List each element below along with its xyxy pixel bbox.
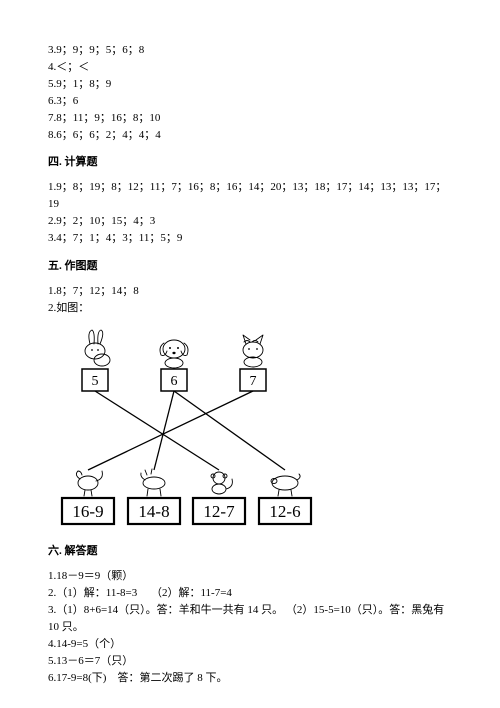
bottom-expr-2: 14-8 (138, 502, 169, 521)
rooster-icon (76, 471, 102, 496)
section-6-block: 1.18－9＝9（颗） 2.（1）解：11-8=3 （2）解：11-7=4 3.… (48, 568, 448, 687)
answer-line: 2.（1）解：11-8=3 （2）解：11-7=4 (48, 585, 448, 602)
matching-diagram: 5 6 7 16-9 14-8 12-7 (48, 323, 448, 533)
answer-line: 6.17-9=8(下) 答：第二次踢了 8 下。 (48, 670, 448, 687)
bottom-expr-3: 12-7 (203, 502, 235, 521)
section-5-block: 1.8；7；12；14；8 2.如图： (48, 283, 448, 317)
monkey-icon (211, 472, 232, 494)
answer-line: 4.14-9=5（个） (48, 636, 448, 653)
section-4-block: 1.9；8；19；8；12；11；7；16；8；16；14；20；13；18；1… (48, 179, 448, 247)
answer-line: 5.13－6＝7（只） (48, 653, 448, 670)
top-num-2: 6 (171, 374, 178, 389)
answer-line: 4.＜；＜ (48, 59, 448, 76)
section-6-heading: 六. 解答题 (48, 543, 448, 560)
answer-line: 6.3；6 (48, 93, 448, 110)
pig-icon (271, 474, 300, 496)
answer-line: 3.4；7；1；4；3；11；5；9 (48, 230, 448, 247)
goat-icon (141, 469, 165, 496)
answer-line: 2.9；2；10；15；4；3 (48, 213, 448, 230)
intro-block: 3.9；9；9；5；6；8 4.＜；＜ 5.9；1；8；9 6.3；6 7.8；… (48, 42, 448, 144)
answer-line: 1.8；7；12；14；8 (48, 283, 448, 300)
section-5-heading: 五. 作图题 (48, 258, 448, 275)
dog-icon (160, 340, 188, 368)
answer-line: 3.9；9；9；5；6；8 (48, 42, 448, 59)
answer-line: 5.9；1；8；9 (48, 76, 448, 93)
section-4-heading: 四. 计算题 (48, 154, 448, 171)
answer-line: 1.18－9＝9（颗） (48, 568, 448, 585)
bottom-expr-4: 12-6 (269, 502, 300, 521)
top-num-3: 7 (250, 374, 257, 389)
answer-line: 8.6；6；6；2；4；4；4 (48, 127, 448, 144)
answer-line: 2.如图： (48, 300, 448, 317)
rabbit-icon (85, 330, 110, 366)
top-num-1: 5 (92, 374, 99, 389)
answer-line: 7.8；11；9；16；8；10 (48, 110, 448, 127)
bottom-expr-1: 16-9 (72, 502, 103, 521)
answer-line: 1.9；8；19；8；12；11；7；16；8；16；14；20；13；18；1… (48, 179, 448, 213)
cat-icon (243, 335, 263, 367)
answer-line: 3.（1）8+6=14（只）。答：羊和牛一共有 14 只。 （2）15-5=10… (48, 602, 448, 636)
